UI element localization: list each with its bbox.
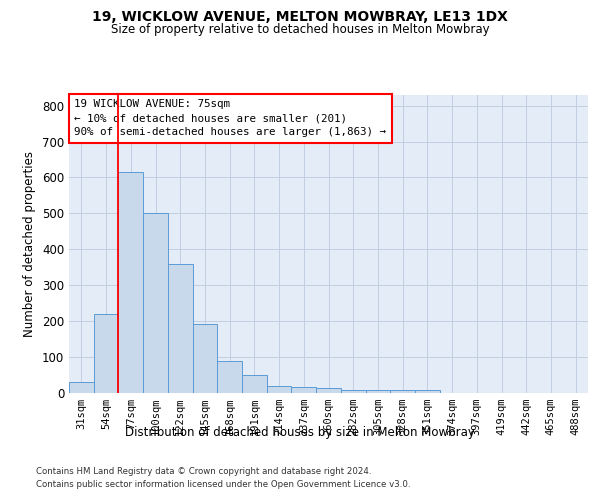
Bar: [217, 361, 242, 392]
Bar: [143, 214, 168, 392]
Bar: [168, 264, 193, 392]
Text: 19 WICKLOW AVENUE: 75sqm
← 10% of detached houses are smaller (201)
90% of semi-: 19 WICKLOW AVENUE: 75sqm ← 10% of detach…: [74, 100, 386, 138]
Bar: [390, 390, 415, 392]
Bar: [242, 374, 267, 392]
Bar: [118, 172, 143, 392]
Bar: [267, 386, 292, 392]
Bar: [415, 390, 440, 392]
Text: Contains HM Land Registry data © Crown copyright and database right 2024.: Contains HM Land Registry data © Crown c…: [36, 467, 371, 476]
Bar: [316, 388, 341, 392]
Bar: [193, 324, 217, 392]
Bar: [365, 390, 390, 392]
Text: Distribution of detached houses by size in Melton Mowbray: Distribution of detached houses by size …: [125, 426, 475, 439]
Text: Size of property relative to detached houses in Melton Mowbray: Size of property relative to detached ho…: [110, 22, 490, 36]
Text: 19, WICKLOW AVENUE, MELTON MOWBRAY, LE13 1DX: 19, WICKLOW AVENUE, MELTON MOWBRAY, LE13…: [92, 10, 508, 24]
Bar: [341, 390, 365, 392]
Bar: [94, 314, 118, 392]
Text: Contains public sector information licensed under the Open Government Licence v3: Contains public sector information licen…: [36, 480, 410, 489]
Y-axis label: Number of detached properties: Number of detached properties: [23, 151, 37, 337]
Bar: [292, 387, 316, 392]
Bar: [69, 382, 94, 392]
